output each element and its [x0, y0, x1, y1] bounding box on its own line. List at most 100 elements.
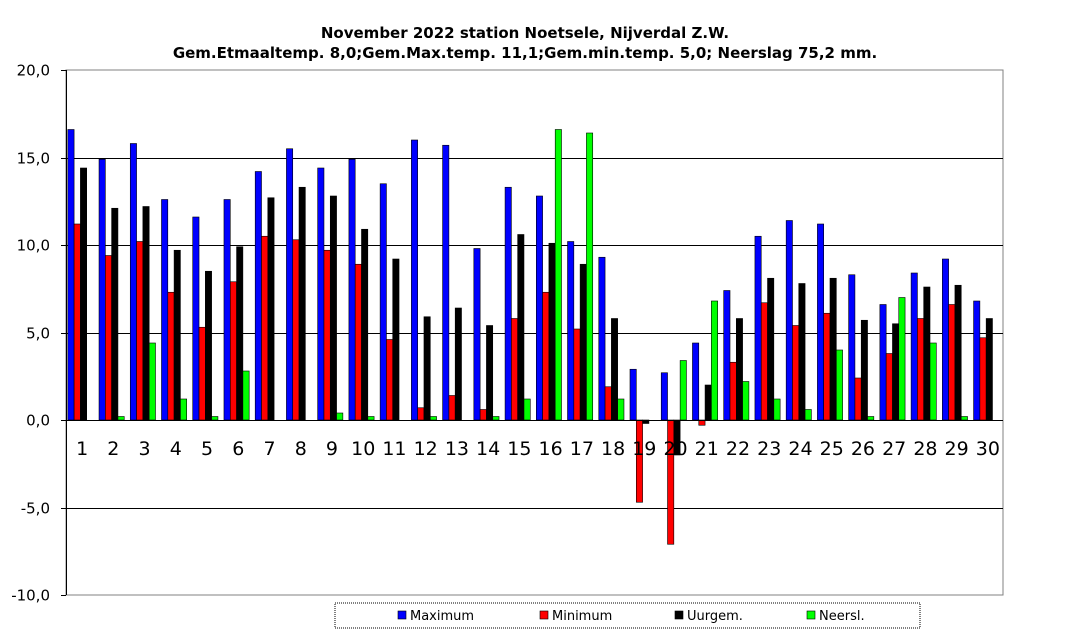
y-tick-label: 10,0 [17, 237, 50, 255]
bar [723, 290, 731, 421]
legend-label: Uurgem. [687, 609, 743, 624]
bar [598, 256, 606, 421]
bar [548, 242, 556, 421]
bar [417, 407, 425, 421]
x-tick-label: 25 [820, 438, 844, 460]
bar [611, 318, 618, 421]
x-tick-label: 30 [976, 438, 1000, 460]
bar [317, 167, 325, 421]
x-tick-label: 24 [788, 438, 812, 460]
bar [198, 326, 206, 421]
legend-swatch [539, 610, 549, 620]
bar [517, 234, 525, 421]
x-tick-label: 5 [201, 438, 213, 460]
y-tick-label: -10,0 [11, 587, 50, 605]
bar [173, 249, 181, 421]
bar [867, 416, 875, 421]
y-tick-label: 5,0 [26, 325, 50, 343]
bar [785, 220, 793, 421]
bar [180, 398, 187, 421]
legend-swatch [806, 610, 816, 620]
bar [229, 281, 237, 421]
plot-area: 20,015,010,05,00,0-5,0-10,01 2 3 4 5 6 7 8 9 10 11… [11, 62, 1004, 605]
bar [473, 248, 481, 421]
bar [617, 398, 625, 421]
bar [660, 372, 668, 421]
x-tick-label: 26 [851, 438, 875, 460]
x-tick-label: 13 [445, 438, 469, 460]
plot-frame [65, 69, 1004, 596]
bar [211, 416, 219, 421]
bar [261, 235, 269, 421]
x-tick-label: 17 [570, 438, 594, 460]
y-tick-label: 0,0 [26, 412, 50, 430]
bar [960, 416, 968, 421]
bar [554, 129, 562, 421]
legend-swatch [674, 610, 684, 620]
bar [492, 416, 500, 421]
bar [286, 148, 294, 421]
bar [236, 246, 244, 421]
y-tick-label: -5,0 [21, 500, 50, 518]
bar [579, 263, 587, 421]
bar [679, 360, 687, 421]
x-tick-label: 1 [76, 438, 88, 460]
bar [742, 381, 750, 421]
x-tick-label: 3 [139, 438, 151, 460]
x-tick-label: 27 [882, 438, 906, 460]
bar [223, 199, 231, 421]
x-tick-label: 12 [414, 438, 438, 460]
bar [567, 241, 575, 421]
x-tick-label: 21 [695, 438, 719, 460]
bar [523, 398, 531, 421]
bar [142, 206, 150, 421]
bar [80, 167, 88, 421]
bar [704, 384, 712, 421]
x-tick-label: 11 [382, 438, 406, 460]
bar [111, 207, 119, 421]
bar [792, 325, 800, 421]
bar [835, 349, 843, 421]
bar [73, 223, 81, 421]
bar [692, 342, 700, 421]
bar [486, 325, 494, 421]
bar [323, 249, 331, 421]
bar [129, 143, 137, 421]
bar [479, 409, 487, 421]
bar [879, 304, 887, 421]
legend-label: Minimum [552, 609, 612, 624]
x-tick-label: 29 [945, 438, 969, 460]
x-tick-label: 18 [601, 438, 625, 460]
x-tick-label: 20 [663, 438, 687, 460]
bar [423, 316, 431, 421]
bar [804, 409, 812, 421]
x-tick-label: 10 [351, 438, 375, 460]
bar [348, 158, 356, 421]
y-tick-label: 20,0 [17, 62, 50, 80]
bar [910, 272, 918, 421]
x-tick-label: 15 [507, 438, 531, 460]
bar [892, 323, 900, 421]
bar [985, 318, 993, 421]
bar [629, 368, 637, 421]
legend-label: Maximum [410, 609, 474, 624]
bar [817, 223, 825, 421]
bar [511, 318, 518, 421]
bar [254, 171, 262, 421]
bar [161, 199, 169, 421]
bar [760, 302, 768, 421]
bar [442, 144, 450, 421]
bar [573, 328, 581, 421]
x-tick-label: 7 [263, 438, 275, 460]
bar [586, 132, 594, 421]
bar [361, 228, 369, 421]
x-tick-label: 23 [757, 438, 781, 460]
bar [829, 277, 837, 421]
bar [929, 342, 937, 421]
bar [923, 286, 931, 421]
chart-title: November 2022 station Noetsele, Nijverda… [321, 24, 729, 42]
legend: Maximum Minimum Uurgem. Neersl. [334, 602, 921, 629]
bar [379, 183, 387, 421]
bar [192, 216, 200, 421]
